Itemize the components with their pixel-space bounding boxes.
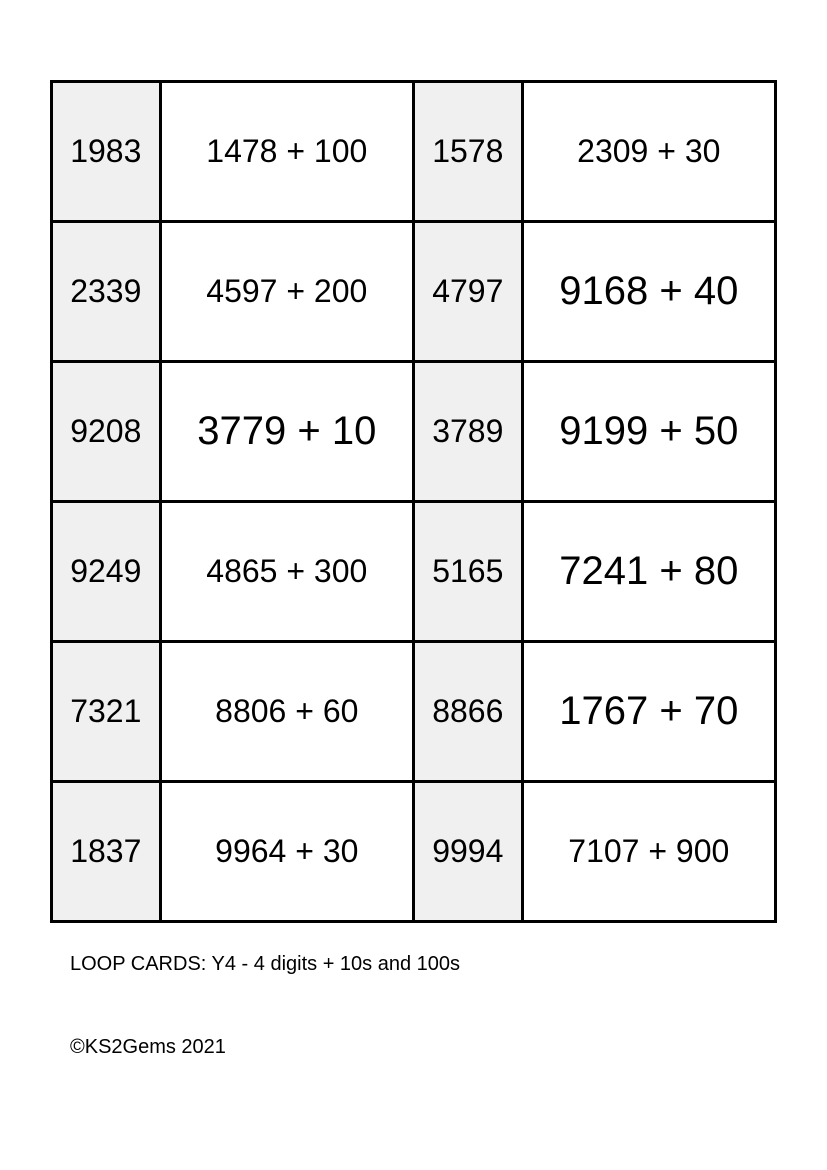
expression-cell: 8806 + 60 (160, 642, 413, 782)
answer-cell: 4797 (413, 222, 522, 362)
expression-cell: 1478 + 100 (160, 82, 413, 222)
answer-cell: 1837 (52, 782, 161, 922)
answer-cell: 9994 (413, 782, 522, 922)
answer-cell: 9208 (52, 362, 161, 502)
worksheet-title: LOOP CARDS: Y4 - 4 digits + 10s and 100s (50, 953, 777, 976)
answer-cell: 1983 (52, 82, 161, 222)
table-row: 19831478 + 10015782309 + 30 (52, 82, 776, 222)
expression-cell: 4597 + 200 (160, 222, 413, 362)
table-row: 18379964 + 3099947107 + 900 (52, 782, 776, 922)
answer-cell: 3789 (413, 362, 522, 502)
loop-cards-table: 19831478 + 10015782309 + 3023394597 + 20… (50, 80, 777, 923)
table-row: 92494865 + 30051657241 + 80 (52, 502, 776, 642)
table-row: 73218806 + 6088661767 + 70 (52, 642, 776, 782)
answer-cell: 9249 (52, 502, 161, 642)
answer-cell: 5165 (413, 502, 522, 642)
expression-cell: 7107 + 900 (522, 782, 775, 922)
expression-cell: 2309 + 30 (522, 82, 775, 222)
expression-cell: 3779 + 10 (160, 362, 413, 502)
table-row: 23394597 + 20047979168 + 40 (52, 222, 776, 362)
expression-cell: 1767 + 70 (522, 642, 775, 782)
copyright-text: ©KS2Gems 2021 (50, 1036, 777, 1059)
answer-cell: 2339 (52, 222, 161, 362)
answer-cell: 7321 (52, 642, 161, 782)
answer-cell: 1578 (413, 82, 522, 222)
expression-cell: 9199 + 50 (522, 362, 775, 502)
table-row: 92083779 + 1037899199 + 50 (52, 362, 776, 502)
expression-cell: 4865 + 300 (160, 502, 413, 642)
expression-cell: 9168 + 40 (522, 222, 775, 362)
expression-cell: 9964 + 30 (160, 782, 413, 922)
expression-cell: 7241 + 80 (522, 502, 775, 642)
page: 19831478 + 10015782309 + 3023394597 + 20… (0, 0, 827, 1099)
answer-cell: 8866 (413, 642, 522, 782)
